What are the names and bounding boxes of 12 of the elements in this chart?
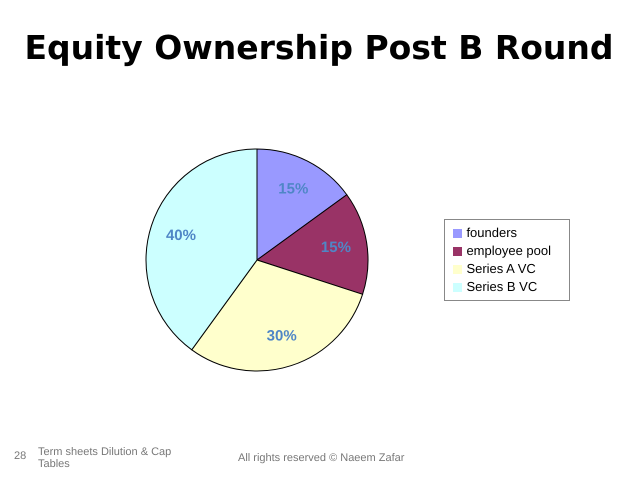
text: Term sheets Dilution & Cap Tables — [38, 446, 172, 470]
chart-title: Equity Ownership Post B Round — [23, 28, 615, 67]
text: 28 — [14, 450, 26, 462]
text: All rights reserved © Naeem Zafar — [238, 452, 404, 464]
legend-label: employee pool — [466, 243, 551, 258]
legend-label: Series A VC — [466, 261, 536, 276]
data-label: 40% — [166, 226, 196, 244]
data-label: 30% — [266, 328, 297, 345]
legend-label: founders — [466, 225, 518, 240]
data-label: 15% — [320, 239, 351, 256]
data-label: 15% — [278, 180, 308, 198]
legend-label: Series B VC — [466, 279, 538, 294]
